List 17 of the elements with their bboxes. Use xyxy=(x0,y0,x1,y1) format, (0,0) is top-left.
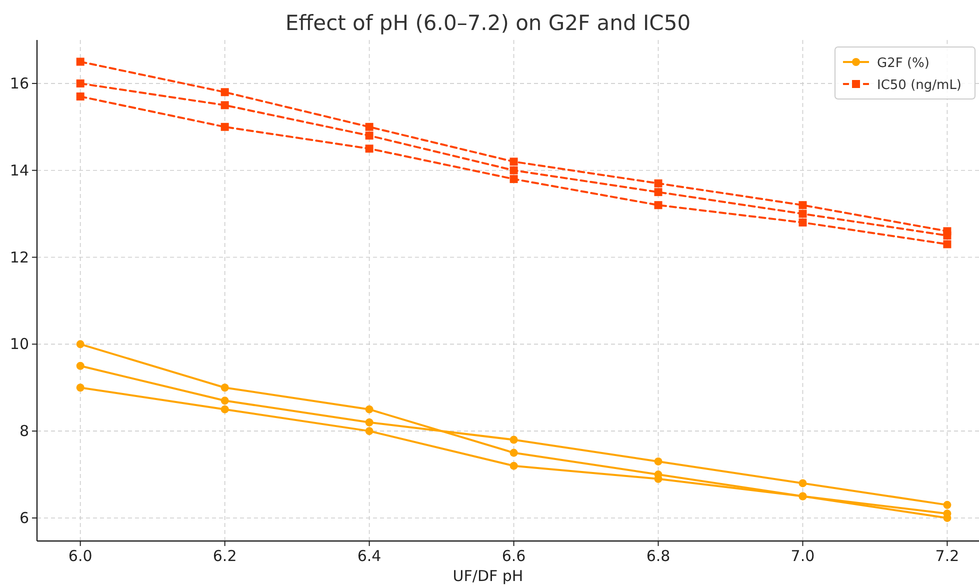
y-tick-label: 14 xyxy=(10,161,29,180)
y-tick-label: 6 xyxy=(19,508,29,527)
legend-label: IC50 (ng/mL) xyxy=(877,78,962,93)
x-tick-label: 7.2 xyxy=(935,547,960,565)
y-tick-label: 12 xyxy=(10,248,29,266)
y-tick-label: 10 xyxy=(10,335,29,354)
legend-label: G2F (%) xyxy=(877,56,930,71)
chart-title: Effect of pH (6.0–7.2) on G2F and IC50 xyxy=(285,11,691,35)
x-tick-label: 6.4 xyxy=(357,547,382,565)
y-tick-label: 8 xyxy=(19,422,29,440)
x-tick-label: 7.0 xyxy=(790,547,815,565)
x-tick-label: 6.0 xyxy=(68,547,92,565)
x-tick-label: 6.2 xyxy=(212,547,237,565)
x-tick-label: 6.6 xyxy=(502,547,526,565)
x-axis-title: UF/DF pH xyxy=(452,567,524,585)
x-tick-label: 6.8 xyxy=(646,547,670,565)
y-tick-label: 16 xyxy=(10,74,29,92)
